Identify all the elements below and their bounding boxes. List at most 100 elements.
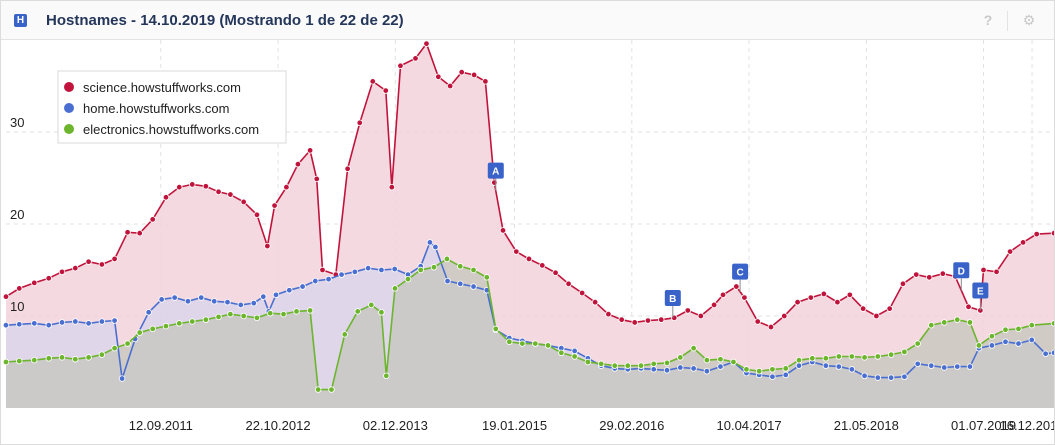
data-point: [558, 349, 565, 356]
data-point: [901, 348, 908, 356]
data-point: [354, 308, 361, 315]
event-marker-label: D: [958, 266, 965, 277]
series-line-2: [5, 258, 1054, 391]
y-tick-label: 10: [10, 299, 24, 314]
data-point: [690, 365, 697, 372]
x-tick-label: 22.10.2012: [245, 418, 310, 433]
data-point: [483, 274, 491, 281]
data-point: [605, 310, 612, 318]
gear-icon[interactable]: ⚙: [1022, 12, 1036, 28]
data-point: [1050, 230, 1054, 237]
data-point: [539, 262, 546, 269]
data-point: [162, 194, 170, 201]
data-point: [795, 362, 803, 369]
data-point: [887, 351, 895, 358]
data-point: [189, 318, 196, 325]
data-point: [171, 294, 178, 301]
data-point: [966, 319, 974, 326]
data-point: [272, 291, 280, 299]
data-point: [31, 356, 38, 364]
data-point: [443, 255, 451, 263]
data-point: [597, 360, 605, 368]
data-point: [1028, 336, 1035, 344]
data-point: [176, 183, 183, 191]
data-point: [544, 342, 552, 349]
event-marker-c: [732, 263, 749, 280]
data-point: [914, 340, 921, 347]
data-point: [45, 322, 52, 329]
data-point: [432, 243, 439, 251]
data-point: [743, 366, 750, 373]
data-point: [571, 353, 578, 360]
event-marker-a: [487, 162, 504, 179]
data-point: [85, 320, 92, 327]
data-point: [769, 373, 776, 380]
data-point: [388, 183, 396, 191]
data-point: [719, 291, 727, 299]
data-point: [215, 313, 222, 321]
data-point: [391, 285, 399, 292]
data-point: [412, 55, 419, 62]
data-point: [45, 275, 52, 282]
data-point: [769, 366, 776, 373]
data-point: [887, 374, 895, 381]
data-point: [697, 312, 705, 320]
event-marker-label: C: [736, 268, 743, 279]
data-point: [807, 294, 815, 301]
data-point: [552, 269, 559, 276]
data-point: [988, 342, 996, 349]
data-point: [227, 310, 234, 318]
x-tick-label: 16.12.2019: [1000, 418, 1054, 433]
data-point: [240, 198, 247, 206]
data-point: [111, 317, 118, 324]
data-point: [941, 319, 948, 326]
data-point: [111, 345, 118, 352]
data-point: [754, 318, 761, 325]
data-point: [965, 303, 972, 310]
data-point: [861, 372, 868, 379]
data-point: [565, 280, 572, 287]
data-point: [319, 266, 326, 274]
data-point: [31, 320, 38, 327]
data-point: [822, 362, 830, 369]
data-point: [470, 71, 478, 79]
data-point: [382, 87, 389, 94]
data-point: [224, 299, 231, 306]
data-point: [834, 299, 841, 306]
data-point: [2, 293, 10, 300]
x-tick-label: 12.09.2011: [129, 418, 193, 433]
legend-swatch: [64, 103, 74, 113]
panel-header: H Hostnames - 14.10.2019 (Mostrando 1 de…: [1, 1, 1054, 40]
data-point: [794, 299, 801, 306]
data-point: [710, 301, 718, 309]
data-point: [423, 40, 430, 47]
data-point: [684, 307, 692, 314]
data-point: [341, 331, 348, 338]
data-point: [283, 183, 290, 191]
data-point: [677, 354, 684, 361]
data-point: [618, 316, 625, 323]
data-point: [118, 375, 126, 382]
data-point: [313, 175, 320, 183]
data-point: [795, 356, 803, 364]
data-point: [253, 314, 261, 322]
data-point: [525, 255, 533, 263]
data-point: [513, 248, 520, 255]
data-point: [939, 270, 947, 277]
event-marker-label: E: [977, 286, 984, 297]
data-point: [211, 298, 218, 305]
data-point: [240, 312, 247, 320]
legend-swatch: [64, 82, 74, 92]
data-point: [954, 363, 961, 370]
data-point: [624, 362, 631, 369]
data-point: [85, 354, 92, 361]
data-point: [202, 183, 210, 190]
data-point: [532, 340, 539, 347]
data-point: [988, 333, 996, 340]
data-point: [328, 386, 335, 393]
data-point: [644, 317, 652, 324]
help-icon[interactable]: ?: [983, 12, 993, 28]
data-point: [325, 275, 332, 283]
data-point: [260, 293, 267, 300]
data-point: [293, 308, 300, 315]
